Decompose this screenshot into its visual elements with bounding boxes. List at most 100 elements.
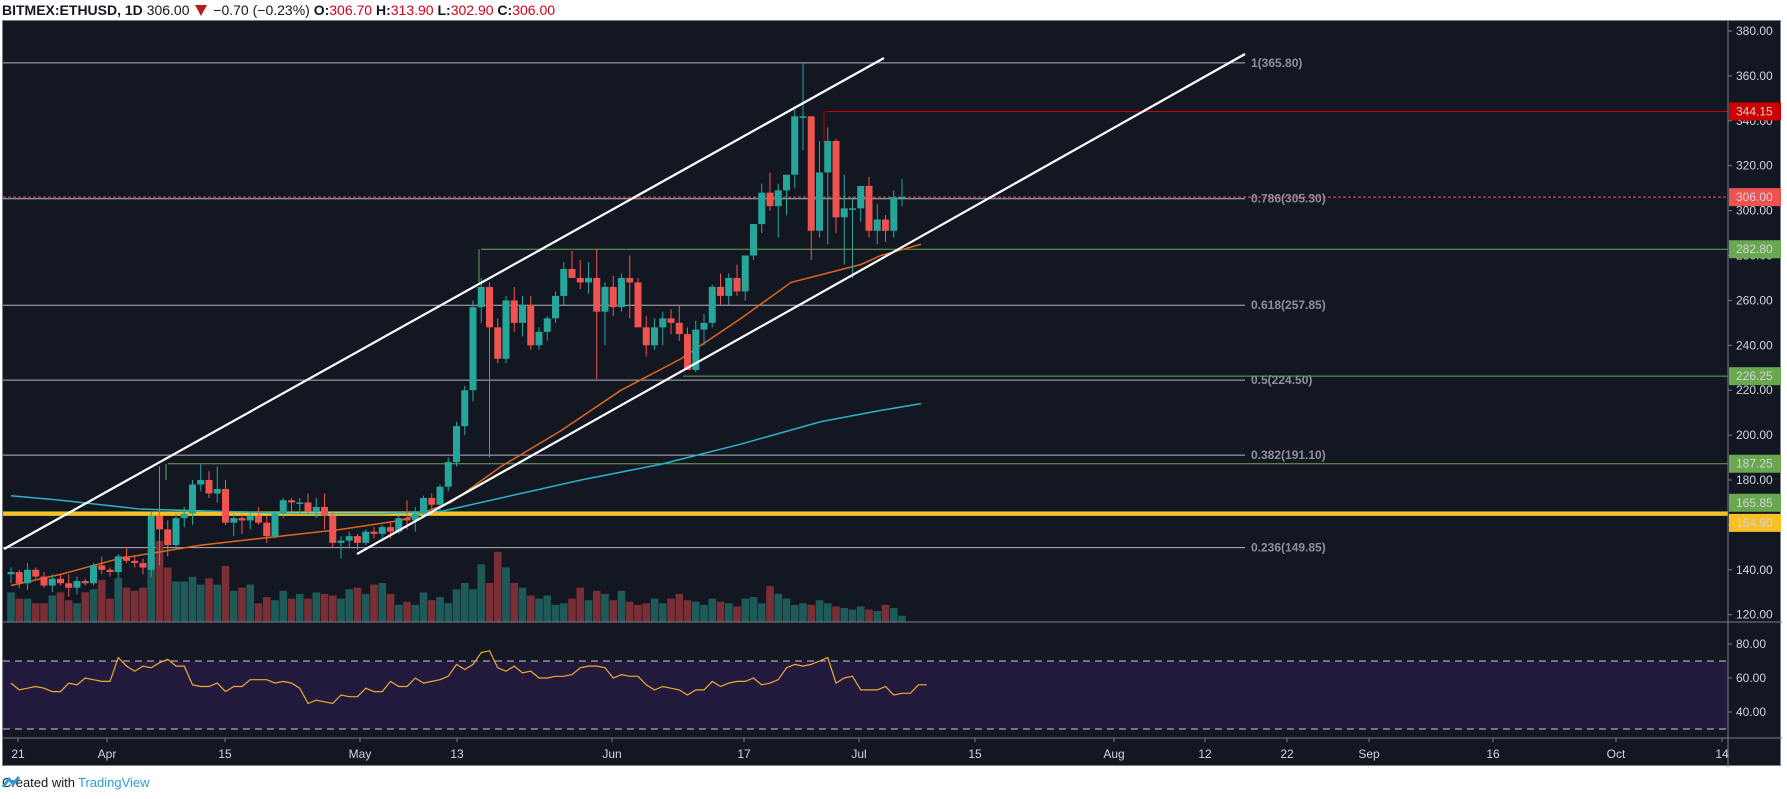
candle-body[interactable] [882,219,889,231]
candle-body[interactable] [40,576,48,586]
candle-body[interactable] [329,515,337,543]
candle-body[interactable] [246,515,254,521]
candle-body[interactable] [436,486,444,505]
candle-body[interactable] [857,185,865,209]
candle-body[interactable] [486,286,493,328]
candle-body[interactable] [642,327,650,346]
candle-body[interactable] [832,141,840,218]
channel-upper[interactable] [3,57,885,550]
candle-body[interactable] [700,322,708,330]
candle-body[interactable] [593,277,601,312]
candle-body[interactable] [131,560,139,564]
candle-body[interactable] [238,518,246,521]
candle-body[interactable] [197,480,205,485]
candle-body[interactable] [387,527,394,532]
chart-canvas[interactable]: 1(365.80) 0.786(305.30) 0.618(257.85) 0.5(2… [3,21,1782,767]
candle-body[interactable] [114,556,122,573]
candle-body[interactable] [156,515,163,530]
candle-body[interactable] [288,500,295,503]
candle-body[interactable] [618,277,625,308]
candle-body[interactable] [535,331,543,346]
candle-body[interactable] [222,488,229,523]
candle-body[interactable] [81,581,89,584]
candle-body[interactable] [296,502,304,504]
candle-body[interactable] [172,518,180,546]
candle-body[interactable] [758,192,766,225]
candle-body[interactable] [15,572,23,584]
candle-body[interactable] [403,518,411,521]
candle-body[interactable] [824,141,832,173]
candle-body[interactable] [123,556,130,561]
candle-body[interactable] [213,488,221,494]
candle-body[interactable] [898,197,906,199]
candle-body[interactable] [378,527,386,534]
candle-body[interactable] [7,572,15,575]
candle-body[interactable] [651,327,658,346]
candle-body[interactable] [164,529,172,546]
candle-body[interactable] [576,277,584,283]
candle-body[interactable] [420,497,427,514]
candle-body[interactable] [189,484,196,514]
candle-body[interactable] [32,569,40,577]
tradingview-link[interactable]: TradingView [77,775,150,790]
candle-body[interactable] [675,322,683,335]
candle-body[interactable] [106,569,114,573]
candle-body[interactable] [552,295,559,319]
candle-body[interactable] [444,462,452,487]
candle-body[interactable] [708,286,716,323]
channel-lower[interactable] [356,53,1246,555]
candle-body[interactable] [527,304,535,346]
candle-body[interactable] [684,334,691,370]
candle-body[interactable] [205,480,213,494]
candle-body[interactable] [865,185,873,231]
candle-body[interactable] [634,282,642,328]
candle-body[interactable] [180,513,188,519]
candle-body[interactable] [741,255,749,292]
candle-body[interactable] [453,426,460,463]
candle-body[interactable] [626,277,634,283]
candle-body[interactable] [90,565,97,584]
candle-body[interactable] [873,219,881,231]
candle-body[interactable] [609,286,617,308]
candle-body[interactable] [48,578,56,586]
candle-body[interactable] [321,506,328,516]
candle-body[interactable] [461,390,469,427]
candle-body[interactable] [510,300,518,323]
candle-body[interactable] [560,268,568,296]
candle-body[interactable] [585,277,592,283]
candle-body[interactable] [601,286,609,312]
candle-body[interactable] [263,522,271,537]
candle-body[interactable] [469,307,477,391]
candle-body[interactable] [337,540,345,543]
candle-body[interactable] [279,500,287,514]
candle-body[interactable] [840,208,848,218]
candle-body[interactable] [304,502,312,512]
candle-body[interactable] [692,329,700,370]
candle-body[interactable] [799,116,807,118]
candle-body[interactable] [139,563,147,568]
candle-body[interactable] [725,277,733,296]
candle-body[interactable] [494,327,502,359]
candle-body[interactable] [395,518,403,532]
candle-body[interactable] [659,318,667,328]
candle-body[interactable] [147,515,155,570]
candle-body[interactable] [717,286,724,296]
candle-body[interactable] [428,497,436,505]
candle-body[interactable] [733,277,741,292]
candle-body[interactable] [849,208,856,210]
candle-body[interactable] [370,531,378,534]
candle-body[interactable] [519,304,526,323]
candle-body[interactable] [362,531,370,543]
candle-body[interactable] [477,286,485,308]
candle-body[interactable] [65,583,73,588]
candle-body[interactable] [816,172,823,231]
candle-body[interactable] [766,192,774,207]
candle-body[interactable] [411,513,419,521]
chart-container[interactable]: 1(365.80) 0.786(305.30) 0.618(257.85) 0.5(2… [2,20,1782,767]
candle-body[interactable] [807,116,815,231]
candle-body[interactable] [354,536,361,543]
candle-body[interactable] [783,174,790,191]
candle-body[interactable] [230,518,238,523]
candle-body[interactable] [24,569,31,584]
candle-body[interactable] [568,268,576,278]
